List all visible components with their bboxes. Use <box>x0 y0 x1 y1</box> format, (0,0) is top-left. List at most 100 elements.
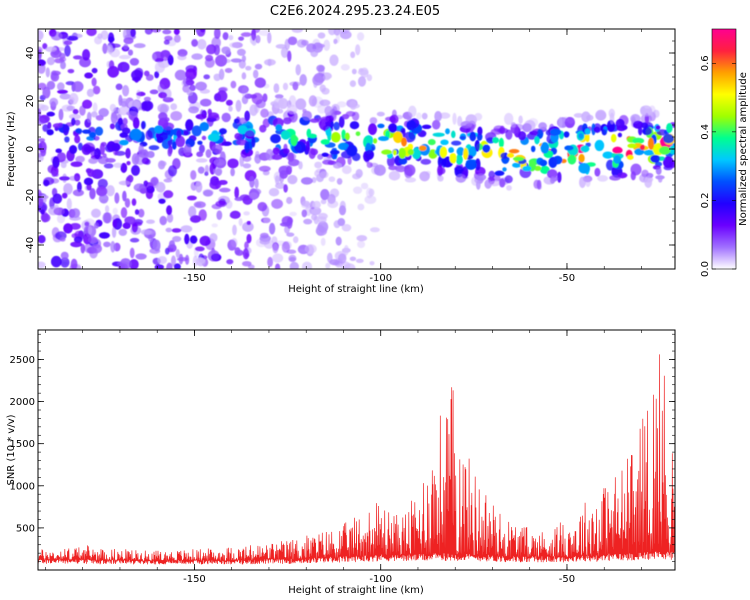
spectrogram-xtick-label: -50 <box>559 273 575 284</box>
heatmap-cell <box>52 156 60 169</box>
heatmap-cell <box>274 94 284 99</box>
heatmap-cell <box>45 46 57 52</box>
heatmap-cell <box>567 154 577 165</box>
heatmap-cell <box>156 131 169 141</box>
heatmap-cell <box>97 33 103 39</box>
heatmap-cell <box>128 49 133 56</box>
heatmap-cell <box>230 167 235 177</box>
heatmap-cell <box>190 170 197 180</box>
heatmap-cell <box>98 232 110 239</box>
heatmap-cell <box>118 180 131 186</box>
heatmap-cell <box>369 261 375 266</box>
heatmap-cell <box>188 206 197 218</box>
heatmap-cell <box>227 158 239 169</box>
heatmap-cell <box>112 219 118 228</box>
heatmap-cell <box>404 177 417 183</box>
heatmap-cell <box>174 34 181 43</box>
heatmap-cell <box>244 93 253 99</box>
heatmap-cell <box>585 177 591 188</box>
heatmap-cell <box>310 148 319 156</box>
snr-xtick-label: -100 <box>369 574 392 585</box>
heatmap-cell <box>185 254 190 265</box>
spectrogram-ytick-label: -20 <box>25 189 36 205</box>
heatmap-cell <box>591 123 596 136</box>
heatmap-cell <box>39 195 49 200</box>
heatmap-cell <box>166 262 173 269</box>
heatmap-cell <box>120 207 128 219</box>
heatmap-cell <box>124 216 136 225</box>
heatmap-cell <box>338 253 347 264</box>
heatmap-cell <box>230 58 242 63</box>
snr-xtick-label: -50 <box>559 574 575 585</box>
heatmap-cell <box>199 122 209 132</box>
heatmap-cell <box>390 157 395 168</box>
heatmap-cell <box>452 112 457 125</box>
heatmap-cell <box>60 161 67 169</box>
heatmap-cell <box>62 124 69 136</box>
heatmap-cell <box>506 153 514 158</box>
heatmap-cell <box>140 229 152 235</box>
heatmap-cell <box>669 145 675 155</box>
heatmap-cell <box>492 137 499 144</box>
heatmap-cell <box>49 29 57 37</box>
heatmap-cell <box>540 142 550 154</box>
heatmap-cell <box>301 261 313 269</box>
heatmap-cell <box>341 114 350 120</box>
heatmap-cell <box>105 205 110 213</box>
heatmap-cell <box>237 125 248 135</box>
heatmap-cell <box>158 160 166 170</box>
heatmap-cell <box>639 144 646 151</box>
heatmap-cell <box>498 137 504 148</box>
heatmap-cell <box>254 63 263 70</box>
heatmap-cell <box>188 106 200 114</box>
heatmap-cell <box>237 48 246 56</box>
heatmap-cell <box>123 37 134 45</box>
heatmap-cell <box>578 132 584 139</box>
heatmap-cell <box>70 241 83 248</box>
heatmap-cell <box>50 165 59 177</box>
heatmap-cell <box>349 80 356 87</box>
heatmap-cell <box>107 66 119 78</box>
heatmap-cell <box>468 146 477 157</box>
heatmap-cell <box>38 49 42 60</box>
heatmap-cell <box>321 152 329 157</box>
heatmap-cell <box>63 183 73 195</box>
heatmap-cell <box>138 208 145 218</box>
heatmap-cells <box>38 29 675 269</box>
heatmap-cell <box>216 90 228 102</box>
heatmap-cell <box>146 219 155 224</box>
heatmap-cell <box>584 128 591 135</box>
heatmap-cell <box>224 68 233 73</box>
heatmap-cell <box>228 35 234 41</box>
heatmap-cell <box>432 132 445 137</box>
heatmap-cell <box>401 137 407 147</box>
heatmap-cell <box>275 175 280 185</box>
snr-ytick-label: 2000 <box>10 397 35 408</box>
heatmap-cell <box>200 29 206 33</box>
heatmap-cell <box>508 149 520 154</box>
heatmap-cell <box>191 53 203 60</box>
heatmap-cell <box>275 124 283 131</box>
heatmap-cell <box>38 63 46 74</box>
heatmap-cell <box>338 142 349 150</box>
heatmap-cell <box>329 259 340 266</box>
heatmap-cell <box>585 132 590 143</box>
heatmap-cell <box>400 127 406 133</box>
heatmap-cell <box>419 171 430 182</box>
heatmap-cell <box>45 67 50 78</box>
heatmap-cell <box>184 233 190 245</box>
heatmap-cell <box>558 116 563 129</box>
heatmap-cell <box>289 211 297 217</box>
heatmap-cell <box>325 115 334 123</box>
heatmap-cell <box>459 135 466 140</box>
heatmap-cell <box>196 151 204 157</box>
heatmap-cell <box>49 97 59 107</box>
heatmap-cell <box>666 123 673 133</box>
heatmap-cell <box>88 236 98 244</box>
heatmap-cell <box>253 69 259 79</box>
heatmap-cell <box>262 93 268 102</box>
heatmap-cell <box>357 240 366 249</box>
heatmap-cell <box>70 161 83 167</box>
heatmap-cell <box>272 253 284 263</box>
